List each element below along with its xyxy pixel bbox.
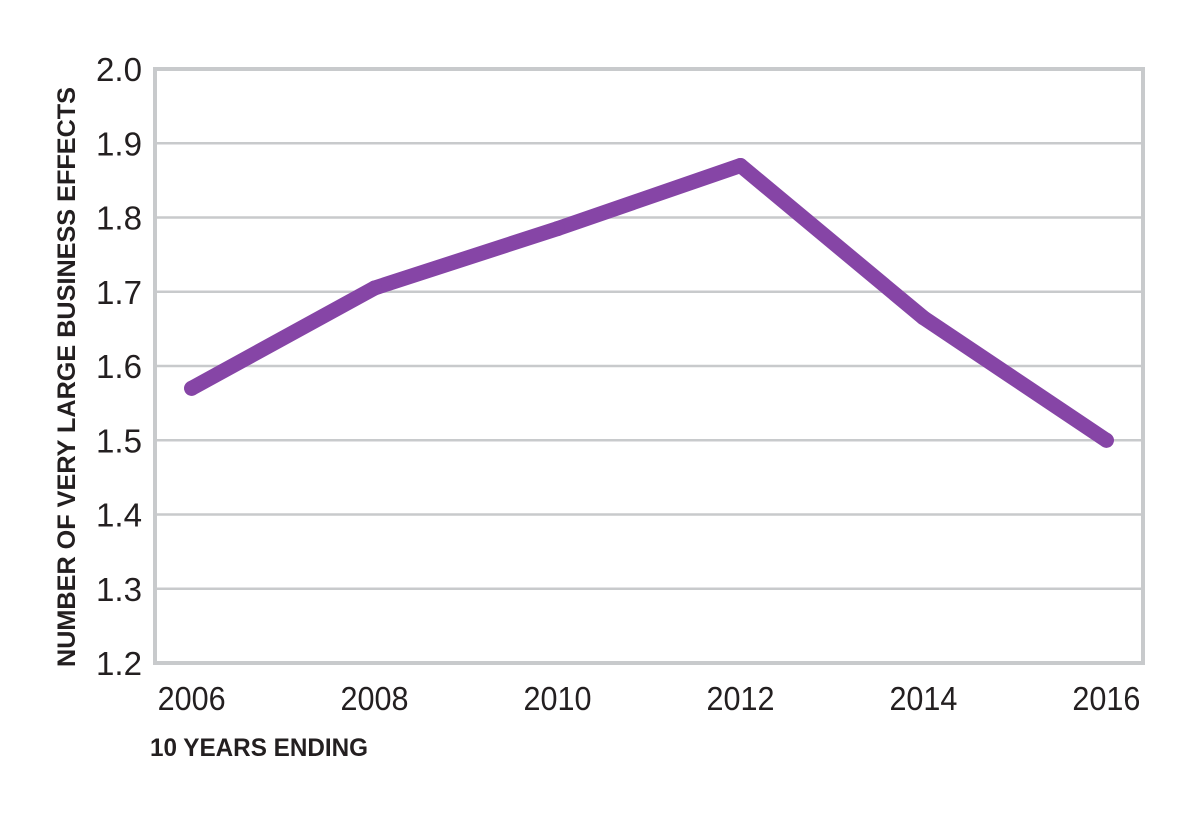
x-tick-label: 2006 <box>158 680 226 717</box>
y-axis-title: NUMBER OF VERY LARGE BUSINESS EFFECTS <box>53 87 81 667</box>
x-axis-title: 10 YEARS ENDING <box>150 734 368 762</box>
x-axis-ticks: 2006 2008 2010 2012 2014 2016 <box>158 680 1141 717</box>
y-tick-label: 1.7 <box>96 274 142 311</box>
plot-frame <box>153 67 1145 665</box>
x-tick-label: 2014 <box>889 680 957 717</box>
data-point <box>550 221 566 237</box>
y-tick-label: 1.8 <box>96 200 142 237</box>
y-tick-label: 1.9 <box>96 125 142 162</box>
gridlines <box>155 142 1143 590</box>
data-point <box>1098 432 1114 448</box>
y-axis-ticks: 2.0 1.9 1.8 1.7 1.6 1.5 1.4 1.3 1.2 <box>96 51 142 682</box>
x-tick-label: 2010 <box>524 680 592 717</box>
data-point <box>367 280 383 296</box>
x-tick-label: 2016 <box>1072 680 1140 717</box>
y-tick-label: 1.5 <box>96 422 142 459</box>
series-layer <box>184 158 1114 448</box>
y-tick-label: 1.4 <box>96 497 142 534</box>
data-point <box>184 380 200 396</box>
y-tick-label: 2.0 <box>96 51 142 88</box>
y-tick-label: 1.2 <box>96 645 142 682</box>
data-point <box>915 310 931 326</box>
data-point <box>732 158 748 174</box>
series-line <box>184 158 1114 448</box>
y-tick-label: 1.6 <box>96 348 142 385</box>
y-tick-label: 1.3 <box>96 571 142 608</box>
x-tick-label: 2008 <box>341 680 409 717</box>
x-tick-label: 2012 <box>706 680 774 717</box>
